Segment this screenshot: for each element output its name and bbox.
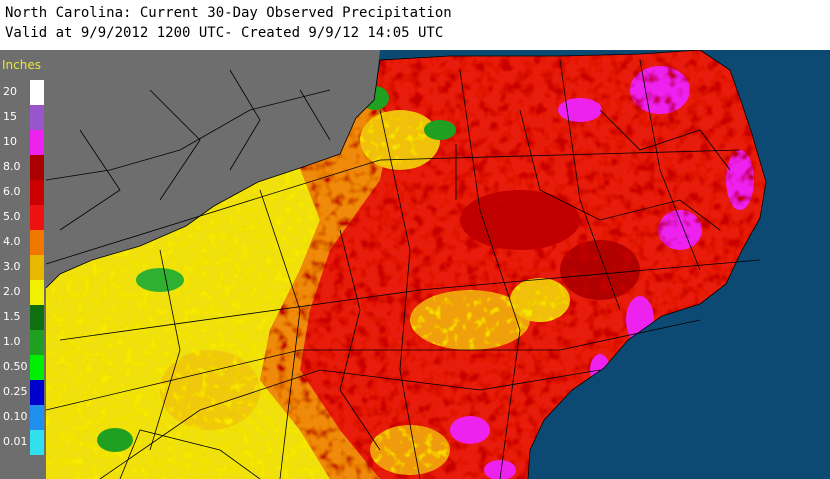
legend-value-label: 20	[3, 85, 17, 98]
county-boundaries	[45, 50, 767, 479]
legend-value-label: 2.0	[3, 285, 21, 298]
legend-row: 6.0	[0, 180, 46, 205]
legend-row: 3.0	[0, 255, 46, 280]
legend-value-label: 1.0	[3, 335, 21, 348]
legend-color-swatch	[30, 80, 44, 105]
legend-value-label: 0.50	[3, 360, 28, 373]
legend-value-label: 0.25	[3, 385, 28, 398]
legend-color-swatch	[30, 280, 44, 305]
legend-row: 5.0	[0, 205, 46, 230]
legend-color-swatch	[30, 130, 44, 155]
legend-color-swatch	[30, 205, 44, 230]
legend-value-label: 0.01	[3, 435, 28, 448]
legend-color-swatch	[30, 305, 44, 330]
legend-row: 1.5	[0, 305, 46, 330]
legend-row: 0.50	[0, 355, 46, 380]
precipitation-map	[0, 50, 830, 479]
legend-row: 15	[0, 105, 46, 130]
legend-color-swatch	[30, 355, 44, 380]
legend-color-swatch	[30, 430, 44, 455]
legend-value-label: 15	[3, 110, 17, 123]
legend-value-label: 10	[3, 135, 17, 148]
legend-value-label: 0.10	[3, 410, 28, 423]
legend-color-swatch	[30, 405, 44, 430]
legend-color-swatch	[30, 330, 44, 355]
precipitation-legend: Inches 20 15 10 8.0 6.0 5.0 4.0 3.0 2.0 1.5 1.0 0.5…	[0, 50, 46, 479]
map-valid-time: Valid at 9/9/2012 1200 UTC- Created 9/9/…	[5, 25, 444, 41]
map-header: North Carolina: Current 30-Day Observed …	[0, 0, 830, 50]
legend-color-swatch	[30, 105, 44, 130]
legend-unit-label: Inches	[2, 58, 41, 72]
legend-color-swatch	[30, 255, 44, 280]
legend-color-swatch	[30, 230, 44, 255]
legend-value-label: 6.0	[3, 185, 21, 198]
legend-value-label: 3.0	[3, 260, 21, 273]
legend-value-label: 8.0	[3, 160, 21, 173]
legend-value-label: 4.0	[3, 235, 21, 248]
legend-color-swatch	[30, 155, 44, 180]
legend-row: 2.0	[0, 280, 46, 305]
legend-value-label: 1.5	[3, 310, 21, 323]
legend-row: 10	[0, 130, 46, 155]
legend-color-swatch	[30, 180, 44, 205]
legend-row: 0.10	[0, 405, 46, 430]
map-title: North Carolina: Current 30-Day Observed …	[5, 5, 452, 21]
legend-row: 8.0	[0, 155, 46, 180]
legend-value-label: 5.0	[3, 210, 21, 223]
precipitation-map-canvas	[0, 50, 830, 479]
legend-row: 4.0	[0, 230, 46, 255]
no-data-region	[46, 50, 380, 288]
legend-color-swatch	[30, 380, 44, 405]
legend-row: 0.01	[0, 430, 46, 455]
legend-row: 0.25	[0, 380, 46, 405]
legend-row: 20	[0, 80, 46, 105]
legend-row: 1.0	[0, 330, 46, 355]
